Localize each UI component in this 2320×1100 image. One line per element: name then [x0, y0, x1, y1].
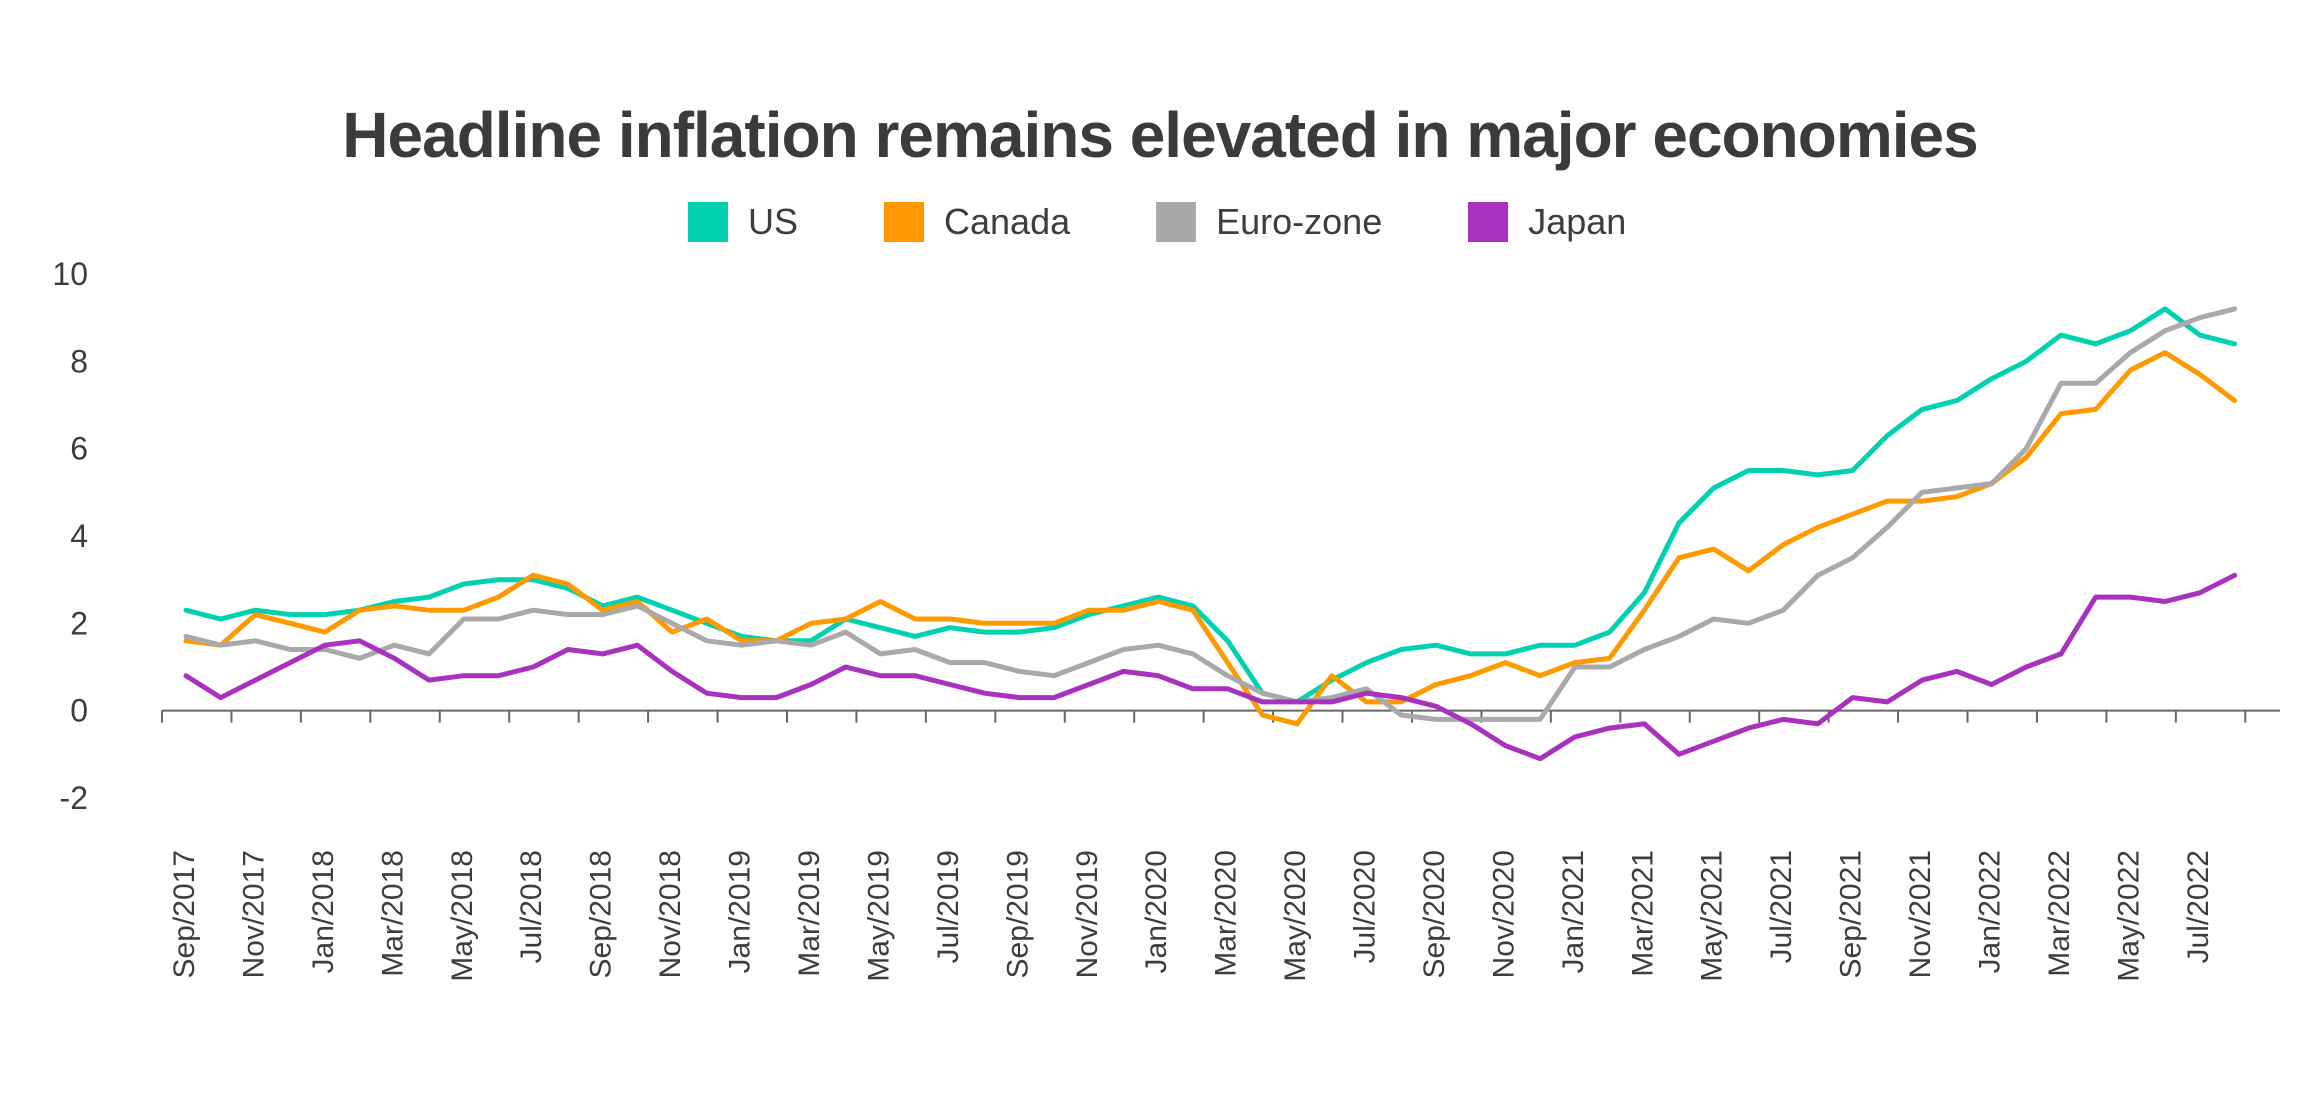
legend-item: Canada: [884, 201, 1070, 243]
x-tick-label: May/2021: [1696, 850, 1729, 982]
x-tick-label: Mar/2019: [793, 850, 826, 977]
legend-label: US: [748, 201, 799, 242]
x-tick-label: Mar/2018: [376, 850, 409, 977]
x-tick-label: Jan/2020: [1140, 850, 1173, 973]
legend-swatch: [688, 202, 728, 242]
legend-swatch: [1156, 202, 1197, 242]
x-tick-label: Nov/2018: [654, 850, 687, 978]
y-tick-label: 6: [70, 431, 88, 467]
x-tick-label: Jan/2018: [307, 850, 340, 973]
x-axis: Sep/2017 Nov/2017 Jan/2018 Mar/2018 May/2018…: [161, 709, 2280, 982]
x-tick-label: Sep/2017: [168, 850, 201, 978]
x-tick-label: Nov/2020: [1487, 850, 1520, 978]
y-tick-label: 8: [70, 343, 88, 379]
x-tick-label: Jul/2018: [515, 850, 548, 963]
y-tick-label: 10: [52, 256, 88, 292]
x-tick-label: Nov/2021: [1904, 850, 1937, 978]
x-tick-label: Mar/2022: [2043, 850, 2076, 977]
legend-label: Japan: [1528, 201, 1627, 242]
legend-label: Euro-zone: [1216, 201, 1383, 242]
series-line-euro-zone: [183, 306, 2238, 722]
x-tick-label: Jan/2021: [1557, 850, 1590, 973]
y-tick-label: 0: [70, 693, 88, 729]
x-tick-label: Jul/2019: [932, 850, 965, 963]
y-tick-label: 4: [70, 518, 88, 554]
x-tick-label: Nov/2017: [237, 850, 270, 978]
x-tick-label: Sep/2019: [1001, 850, 1034, 978]
legend-item: US: [688, 201, 798, 243]
y-tick-label: 2: [70, 605, 88, 641]
x-tick-label: Jan/2019: [724, 850, 757, 973]
x-tick-label: Jan/2022: [1974, 850, 2007, 973]
y-axis-ticks: 10 8 6 4 2 0 -2: [52, 256, 88, 816]
legend-label: Canada: [944, 201, 1071, 242]
x-tick-label: Sep/2021: [1835, 850, 1868, 978]
legend-swatch: [1468, 202, 1509, 242]
series-lines: [183, 306, 2238, 762]
series-line-canada: [183, 350, 2238, 727]
x-tick-label: May/2018: [446, 850, 479, 982]
legend-swatch: [884, 202, 925, 242]
legend-item: Euro-zone: [1156, 201, 1382, 243]
chart-title: Headline inflation remains elevated in m…: [342, 99, 1978, 171]
x-tick-label: Jul/2020: [1349, 850, 1382, 963]
x-tick-label: May/2019: [862, 850, 895, 982]
legend: US Canada Euro-zone Japan: [688, 200, 1712, 244]
x-tick-label: Mar/2021: [1626, 850, 1659, 977]
y-tick-label: -2: [60, 780, 88, 816]
x-tick-label: Sep/2020: [1418, 850, 1451, 978]
x-tick-label: Nov/2019: [1071, 850, 1104, 978]
x-tick-label: Mar/2020: [1210, 850, 1243, 977]
x-tick-label: Jul/2021: [1765, 850, 1798, 963]
x-tick-label: Jul/2022: [2182, 850, 2215, 963]
legend-item: Japan: [1468, 201, 1626, 243]
x-tick-label: Sep/2018: [585, 850, 618, 978]
x-tick-label: May/2020: [1279, 850, 1312, 982]
series-line-japan: [183, 572, 2238, 762]
series-line-us: [183, 306, 2238, 705]
x-tick-label: May/2022: [2112, 850, 2145, 982]
